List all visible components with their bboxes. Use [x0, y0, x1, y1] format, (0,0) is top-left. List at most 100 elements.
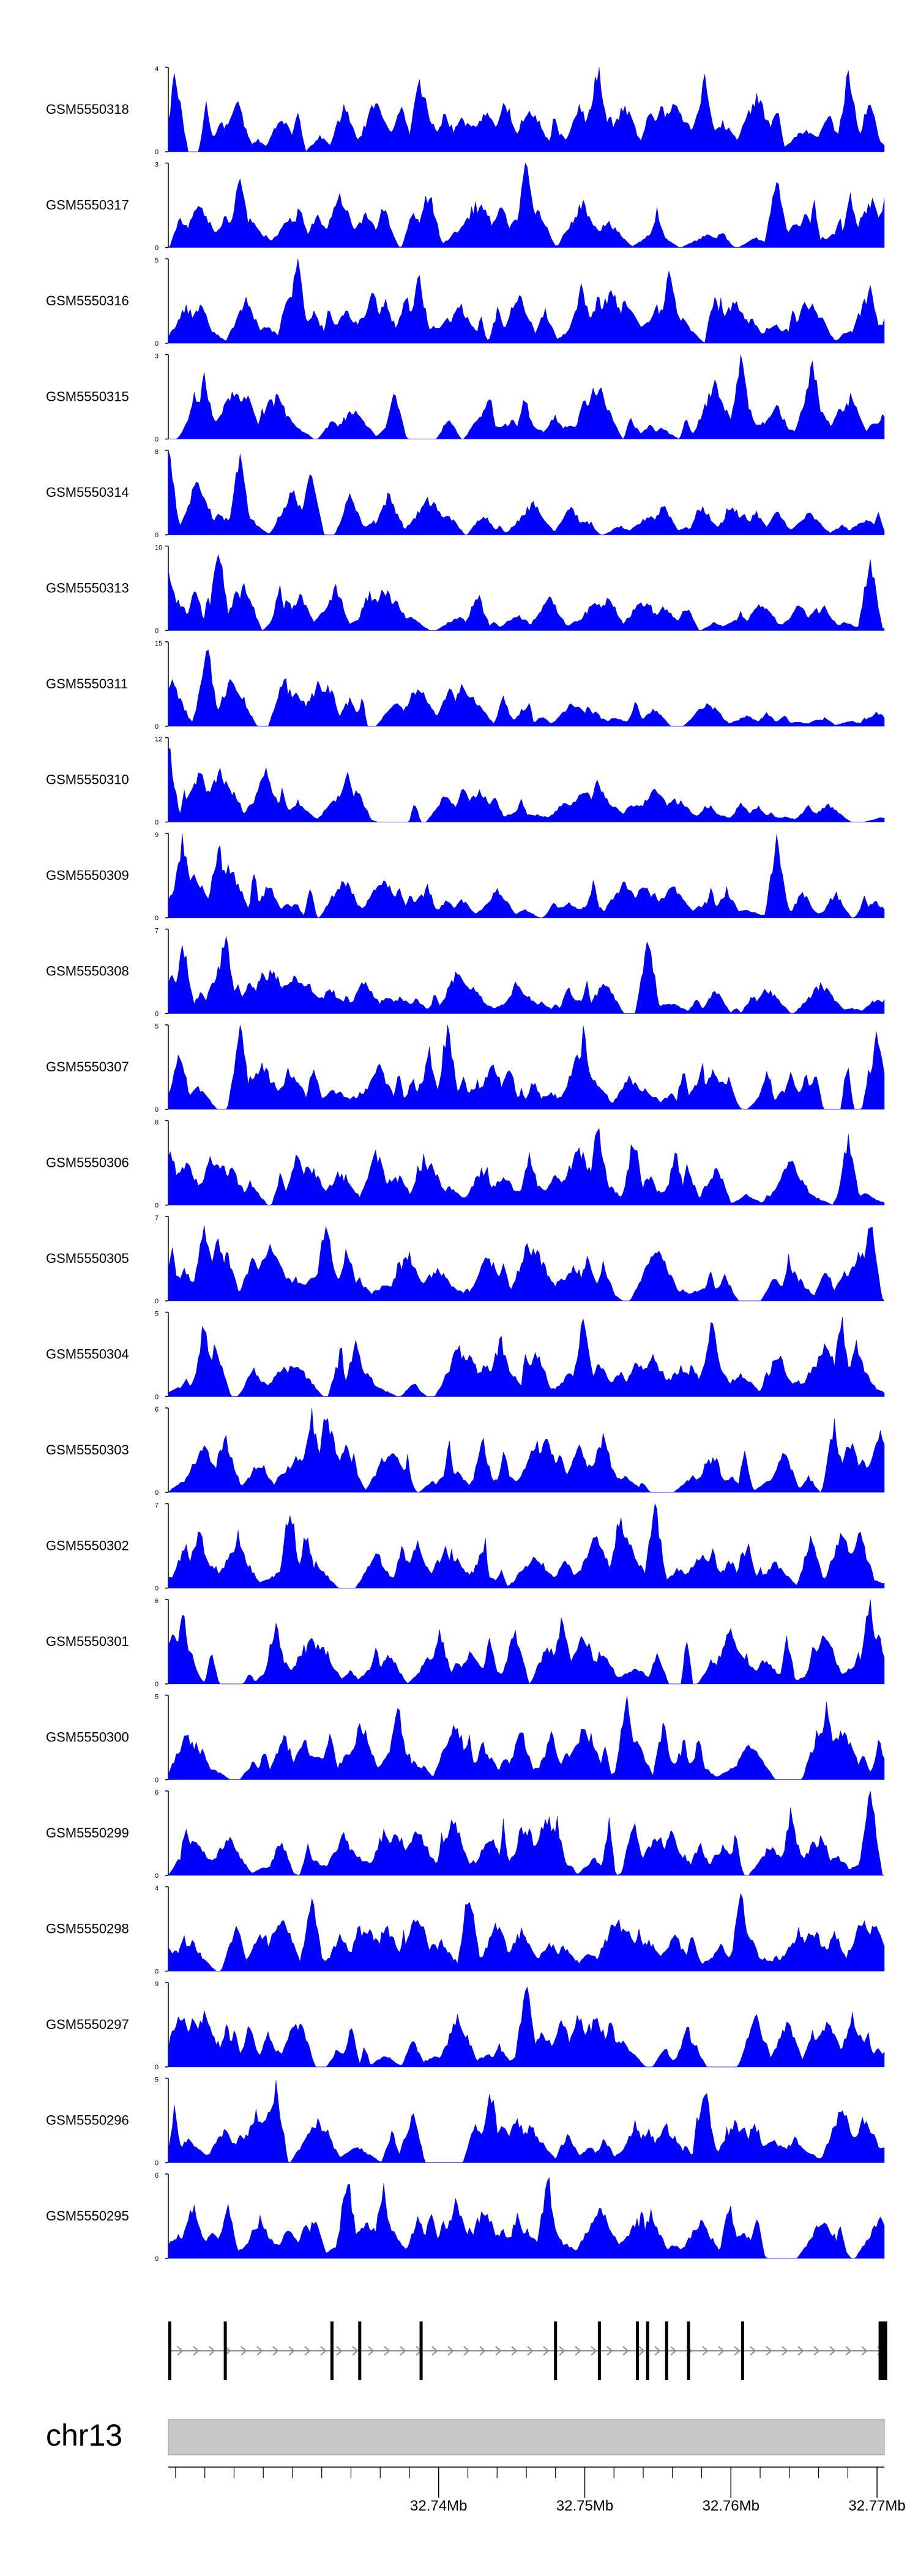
y-max-label: 4 — [155, 65, 159, 73]
coverage-track: GSM5550306 8 0 — [46, 1119, 885, 1210]
coverage-track: GSM5550299 6 0 — [46, 1789, 885, 1880]
chromosome-label: chr13 — [46, 2418, 122, 2452]
sample-label: GSM5550299 — [46, 1825, 129, 1841]
strand-arrow — [193, 2346, 200, 2356]
coverage-area — [168, 1225, 885, 1301]
strand-arrow — [702, 2346, 709, 2356]
sample-label: GSM5550318 — [46, 102, 129, 117]
x-tick-label: 32.76Mb — [703, 2498, 759, 2514]
coverage-track: GSM5550310 12 0 — [46, 736, 885, 827]
strand-arrow — [336, 2346, 343, 2356]
exon-block — [554, 2321, 558, 2380]
sample-label: GSM5550305 — [46, 1251, 129, 1266]
coverage-area — [168, 1503, 885, 1588]
coverage-area — [168, 554, 885, 631]
sample-label: GSM5550317 — [46, 198, 129, 213]
strand-arrow — [368, 2346, 375, 2356]
y-min-label: 0 — [155, 1298, 159, 1305]
coverage-track: GSM5550304 5 0 — [46, 1311, 885, 1401]
strand-arrow — [431, 2346, 438, 2356]
exon-block — [665, 2321, 668, 2380]
y-min-label: 0 — [155, 149, 159, 156]
strand-arrow — [527, 2346, 534, 2356]
coverage-track: GSM5550311 15 0 — [46, 640, 885, 731]
strand-arrow — [304, 2346, 311, 2356]
y-max-label: 8 — [155, 1119, 159, 1126]
coverage-area — [168, 747, 885, 822]
y-max-label: 4 — [155, 1885, 159, 1893]
coverage-track: GSM5550303 6 0 — [46, 1406, 885, 1497]
strand-arrow — [861, 2346, 868, 2356]
strand-arrow — [511, 2346, 518, 2356]
strand-arrow — [622, 2346, 629, 2356]
strand-arrow — [225, 2346, 231, 2356]
coverage-track: GSM5550318 4 0 — [46, 65, 885, 156]
strand-arrow — [400, 2346, 406, 2356]
coverage-track: GSM5550295 6 0 — [46, 2172, 885, 2263]
coverage-area — [168, 1599, 885, 1684]
y-max-label: 5 — [155, 1023, 159, 1030]
sample-label: GSM5550295 — [46, 2208, 129, 2224]
strand-arrow — [845, 2346, 852, 2356]
strand-arrow — [495, 2346, 502, 2356]
y-min-label: 0 — [155, 532, 159, 539]
strand-arrow — [543, 2346, 550, 2356]
exon-block — [687, 2321, 690, 2380]
sample-label: GSM5550301 — [46, 1634, 129, 1649]
y-min-label: 0 — [155, 2064, 159, 2071]
exon-block — [168, 2321, 171, 2380]
coverage-area — [168, 354, 885, 439]
y-min-label: 0 — [155, 1394, 159, 1401]
y-min-label: 0 — [155, 1106, 159, 1114]
coverage-track: GSM5550313 10 0 — [46, 545, 885, 635]
coverage-area — [168, 1696, 885, 1780]
strand-arrow — [606, 2346, 613, 2356]
strand-arrow — [559, 2346, 565, 2356]
y-min-label: 0 — [155, 245, 159, 252]
sample-label: GSM5550307 — [46, 1059, 129, 1074]
sample-label: GSM5550308 — [46, 964, 129, 979]
coverage-track: GSM5550315 3 0 — [46, 353, 885, 444]
sample-label: GSM5550302 — [46, 1538, 129, 1554]
coverage-area — [168, 67, 885, 152]
strand-arrow — [447, 2346, 454, 2356]
sample-label: GSM5550310 — [46, 772, 129, 787]
strand-arrow — [638, 2346, 645, 2356]
y-max-label: 7 — [155, 1215, 159, 1222]
y-min-label: 0 — [155, 2160, 159, 2167]
y-min-label: 0 — [155, 819, 159, 827]
coverage-area — [168, 2176, 885, 2259]
strand-arrow — [479, 2346, 486, 2356]
strand-arrow — [591, 2346, 597, 2356]
coverage-track: GSM5550297 9 0 — [46, 1981, 885, 2071]
coverage-area — [168, 450, 885, 535]
y-max-label: 5 — [155, 257, 159, 264]
exon-block — [878, 2321, 887, 2380]
exon-block — [330, 2321, 334, 2380]
strand-arrow — [750, 2346, 756, 2356]
exon-block — [635, 2321, 639, 2380]
y-max-label: 6 — [155, 1598, 159, 1605]
coverage-track: GSM5550296 5 0 — [46, 2077, 885, 2167]
coverage-track: GSM5550316 5 0 — [46, 257, 885, 348]
y-min-label: 0 — [155, 1872, 159, 1880]
coverage-track: GSM5550317 3 0 — [46, 162, 885, 252]
strand-arrow — [352, 2346, 359, 2356]
strand-arrow — [829, 2346, 836, 2356]
coverage-area — [168, 1407, 885, 1493]
strand-arrow — [797, 2346, 804, 2356]
strand-arrow — [320, 2346, 327, 2356]
coverage-area — [168, 936, 885, 1014]
y-max-label: 6 — [155, 1789, 159, 1796]
sample-label: GSM5550306 — [46, 1155, 129, 1171]
coverage-track: GSM5550309 9 0 — [46, 832, 885, 922]
strand-arrow — [209, 2346, 215, 2356]
exon-block — [597, 2321, 601, 2380]
coverage-track: GSM5550298 4 0 — [46, 1885, 885, 1976]
sample-label: GSM5550313 — [46, 581, 129, 596]
y-max-label: 6 — [155, 2172, 159, 2180]
strand-arrow — [718, 2346, 725, 2356]
y-max-label: 15 — [155, 640, 162, 647]
coverage-track: GSM5550308 7 0 — [46, 928, 885, 1018]
